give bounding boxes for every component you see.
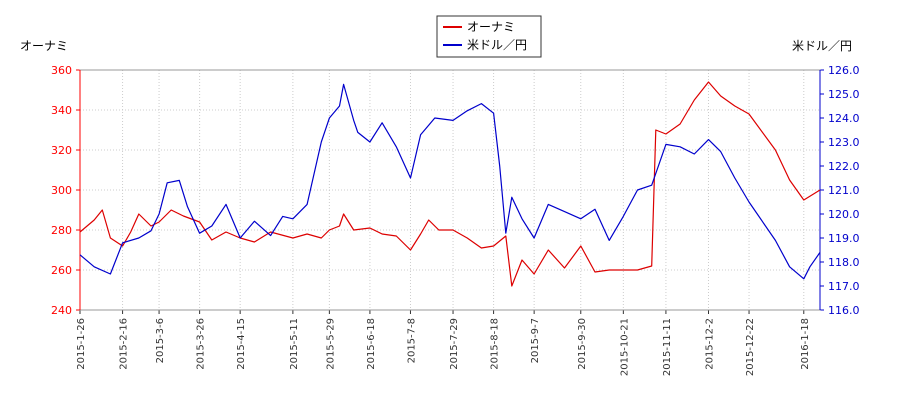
left-axis-tick-label: 360 <box>51 64 72 77</box>
x-axis-tick-label: 2015-1-26 <box>76 318 87 370</box>
x-axis-tick-label: 2015-10-21 <box>619 318 630 376</box>
x-axis-tick-label: 2015-12-22 <box>745 318 756 376</box>
right-axis-tick-label: 124.0 <box>828 112 860 125</box>
left-axis-label: オーナミ <box>20 39 68 53</box>
x-axis-tick-label: 2015-7-8 <box>406 318 417 363</box>
left-axis-tick-label: 240 <box>51 304 72 317</box>
legend-box <box>436 15 542 58</box>
right-axis-tick-label: 119.0 <box>828 232 860 245</box>
legend-label: 米ドル／円 <box>467 38 527 52</box>
x-axis-tick-label: 2015-11-11 <box>662 318 673 376</box>
x-axis-tick-label: 2015-7-29 <box>449 318 460 370</box>
right-axis-label: 米ドル／円 <box>792 39 852 53</box>
series-line-usdjpy <box>79 83 821 280</box>
left-axis-tick-label: 300 <box>51 184 72 197</box>
x-axis-tick-label: 2015-3-26 <box>196 318 207 370</box>
right-axis-tick-label: 118.0 <box>828 256 860 269</box>
legend-label: オーナミ <box>467 20 515 34</box>
left-axis-tick-label: 320 <box>51 144 72 157</box>
right-axis-tick-label: 120.0 <box>828 208 860 221</box>
x-axis-tick-label: 2015-5-11 <box>289 318 300 370</box>
right-axis-tick-label: 125.0 <box>828 88 860 101</box>
x-axis-tick-label: 2015-12-2 <box>704 318 715 370</box>
series-line-onami <box>79 81 821 287</box>
x-axis-tick-label: 2015-5-29 <box>325 318 336 370</box>
right-axis-tick-label: 126.0 <box>828 64 860 77</box>
x-axis-tick-label: 2016-1-18 <box>800 318 811 370</box>
x-axis-tick-label: 2015-9-7 <box>530 318 541 363</box>
x-axis-tick-label: 2015-9-30 <box>577 318 588 370</box>
x-axis-tick-label: 2015-4-15 <box>236 318 247 370</box>
x-axis-tick-label: 2015-2-16 <box>119 318 130 370</box>
left-axis-tick-label: 280 <box>51 224 72 237</box>
right-axis-tick-label: 122.0 <box>828 160 860 173</box>
right-axis-tick-label: 123.0 <box>828 136 860 149</box>
right-axis-tick-label: 117.0 <box>828 280 860 293</box>
left-axis-tick-label: 340 <box>51 104 72 117</box>
x-axis-tick-label: 2015-8-18 <box>490 318 501 370</box>
right-axis-tick-label: 121.0 <box>828 184 860 197</box>
right-axis-tick-label: 116.0 <box>828 304 860 317</box>
x-axis-tick-label: 2015-6-18 <box>366 318 377 370</box>
x-axis-tick-label: 2015-3-6 <box>155 318 166 363</box>
left-axis-tick-label: 260 <box>51 264 72 277</box>
